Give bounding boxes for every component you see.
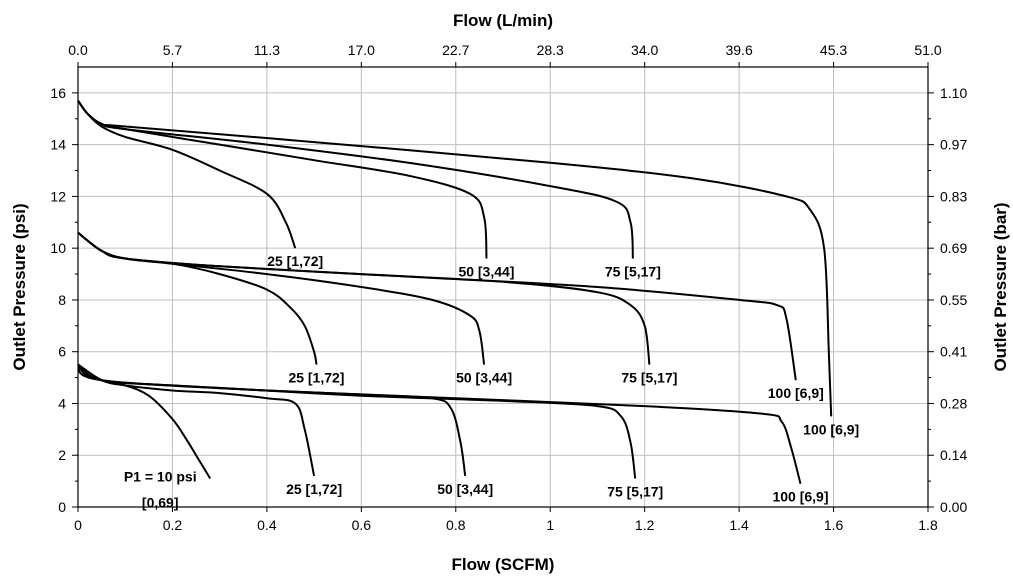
x-tick-label: 0.6	[352, 517, 372, 533]
x-tick-label: 0.8	[446, 517, 466, 533]
curve-line	[77, 363, 316, 477]
x-tick-label: 1.6	[824, 517, 844, 533]
y2-tick-label: 0.14	[940, 447, 967, 463]
tick-labels: 0 0.0 0.2 5.7 0.4 11.3 0.6 17.0 0.8 22.7 1 28.3 1.2 3…	[50, 42, 967, 533]
y2-tick-label: 0.83	[940, 188, 967, 204]
x-tick-label: 1	[546, 517, 554, 533]
y-tick-label: 6	[58, 344, 66, 360]
x-tick-label: 0.2	[163, 517, 183, 533]
curve-label: 75 [5,17]	[621, 370, 677, 386]
curve-label: 75 [5,17]	[605, 264, 661, 280]
y-tick-label: 8	[58, 292, 66, 308]
axis-ticks	[72, 62, 934, 512]
curve-label-line: [0,69]	[142, 495, 179, 511]
x2-tick-label: 51.0	[914, 42, 941, 58]
x2-tick-label: 17.0	[348, 42, 375, 58]
curve-label: 50 [3,44]	[458, 264, 514, 280]
curve-label: P1 = 10 psi [0,69]	[124, 469, 197, 511]
y2-tick-label: 0.28	[940, 395, 967, 411]
x2-tick-label: 28.3	[537, 42, 564, 58]
y-tick-label: 4	[58, 395, 66, 411]
y2-axis-title: Outlet Pressure (bar)	[991, 202, 1010, 371]
y-tick-label: 10	[50, 240, 66, 256]
curve-line	[77, 363, 212, 480]
curve-line	[77, 100, 297, 249]
curves	[77, 100, 833, 484]
curve-line	[77, 100, 833, 417]
x2-tick-label: 5.7	[163, 42, 183, 58]
y2-tick-label: 1.10	[940, 85, 967, 101]
x2-tick-label: 45.3	[820, 42, 847, 58]
x-tick-label: 1.4	[729, 517, 749, 533]
y-tick-label: 16	[50, 85, 66, 101]
curve-label: 100 [6,9]	[803, 421, 859, 437]
x2-axis-title: Flow (L/min)	[453, 11, 553, 30]
y-axis-title: Outlet Pressure (psi)	[10, 203, 29, 370]
x-axis-title: Flow (SCFM)	[452, 555, 555, 574]
y2-tick-label: 0.97	[940, 137, 967, 153]
curve-line	[77, 100, 634, 259]
x-tick-label: 1.2	[635, 517, 655, 533]
y-tick-label: 14	[50, 137, 66, 153]
x-tick-label: 1.8	[918, 517, 938, 533]
curve-label: 100 [6,9]	[772, 489, 828, 505]
curve-label: 25 [1,72]	[286, 481, 342, 497]
y-tick-label: 12	[50, 188, 66, 204]
y2-tick-label: 0.41	[940, 344, 967, 360]
y-tick-label: 0	[58, 499, 66, 515]
y-tick-label: 2	[58, 447, 66, 463]
curve-label: 25 [1,72]	[267, 253, 323, 269]
curve-label: 50 [3,44]	[437, 481, 493, 497]
curve-line	[77, 231, 651, 365]
x-tick-label: 0	[74, 517, 82, 533]
curve-line	[77, 100, 488, 259]
curve-line	[77, 363, 637, 479]
y2-tick-label: 0.00	[940, 499, 967, 515]
curve-line	[77, 363, 467, 477]
y2-tick-label: 0.55	[940, 292, 967, 308]
curve-label: 100 [6,9]	[768, 385, 824, 401]
x2-tick-label: 34.0	[631, 42, 658, 58]
curve-line	[77, 363, 802, 484]
curve-label: 25 [1,72]	[288, 370, 344, 386]
curve-labels: P1 = 10 psi [0,69] 25 [1,72] 50 [3,44] 75 [5…	[124, 253, 859, 510]
curve-label-line: P1 = 10 psi	[124, 469, 197, 485]
plot-frame	[77, 66, 929, 508]
x-tick-label: 0.4	[257, 517, 277, 533]
y2-tick-label: 0.69	[940, 240, 967, 256]
curve-label: 75 [5,17]	[607, 484, 663, 500]
x2-tick-label: 22.7	[442, 42, 469, 58]
x2-tick-label: 11.3	[254, 42, 280, 58]
x2-tick-label: 0.0	[68, 42, 88, 58]
curve-line	[77, 231, 797, 381]
x2-tick-label: 39.6	[725, 42, 752, 58]
curve-label: 50 [3,44]	[456, 370, 512, 386]
